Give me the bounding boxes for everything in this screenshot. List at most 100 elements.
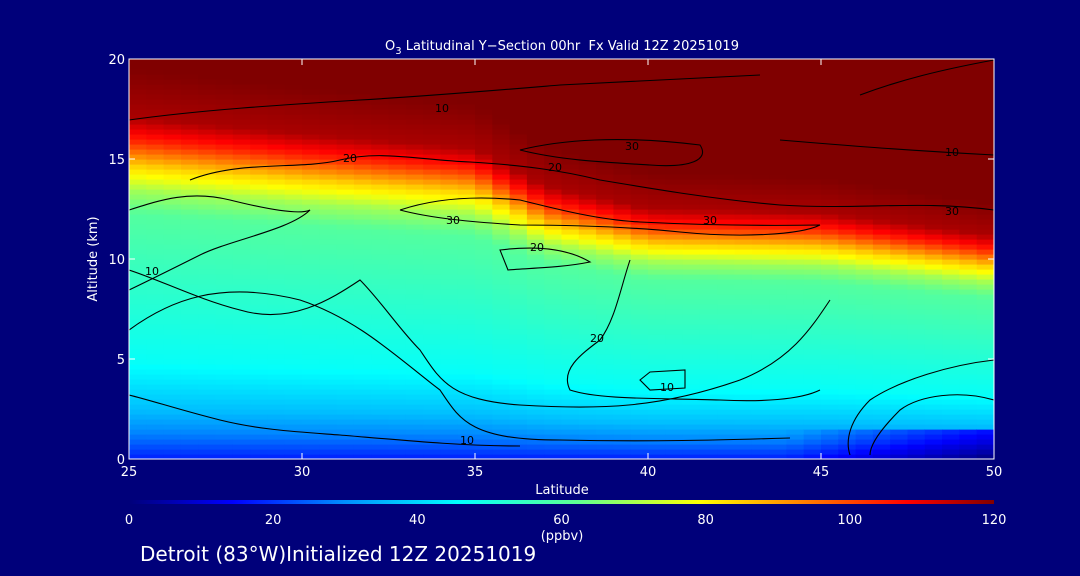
heatmap-cell xyxy=(284,359,303,365)
heatmap-cell xyxy=(509,334,528,340)
heatmap-cell xyxy=(613,159,632,165)
heatmap-cell xyxy=(959,74,978,80)
heatmap-cell xyxy=(872,354,891,360)
heatmap-cell xyxy=(198,169,217,175)
heatmap-cell xyxy=(302,129,320,135)
heatmap-cell xyxy=(942,289,960,295)
heatmap-cell xyxy=(613,169,632,175)
heatmap-cell xyxy=(561,279,580,285)
heatmap-cell xyxy=(423,394,441,400)
heatmap-cell xyxy=(821,259,839,265)
heatmap-cell xyxy=(613,319,632,325)
heatmap-cell xyxy=(907,139,926,145)
heatmap-cell xyxy=(630,84,649,90)
heatmap-cell xyxy=(734,89,753,95)
heatmap-cell xyxy=(821,149,839,155)
heatmap-cell xyxy=(319,399,338,405)
heatmap-cell xyxy=(769,69,787,75)
heatmap-cell xyxy=(838,64,857,70)
heatmap-cell xyxy=(838,329,857,335)
heatmap-cell xyxy=(751,319,770,325)
heatmap-cell xyxy=(180,179,199,185)
heatmap-cell xyxy=(215,314,234,320)
heatmap-cell xyxy=(699,384,718,390)
heatmap-cell xyxy=(267,194,286,200)
heatmap-cell xyxy=(648,309,666,315)
heatmap-cell xyxy=(890,74,909,80)
heatmap-cell xyxy=(838,384,857,390)
heatmap-cell xyxy=(509,229,528,235)
heatmap-cell xyxy=(578,199,597,205)
heatmap-cell xyxy=(855,379,874,385)
heatmap-cell xyxy=(129,79,147,85)
heatmap-cell xyxy=(821,89,839,95)
heatmap-cell xyxy=(734,219,753,225)
heatmap-cell xyxy=(751,269,770,275)
heatmap-cell xyxy=(786,119,805,125)
heatmap-cell xyxy=(976,209,994,215)
heatmap-cell xyxy=(475,404,493,410)
heatmap-cell xyxy=(855,434,874,440)
heatmap-cell xyxy=(821,399,839,405)
heatmap-cell xyxy=(267,159,286,165)
heatmap-cell xyxy=(821,424,839,430)
heatmap-cell xyxy=(803,184,822,190)
heatmap-cell xyxy=(959,419,978,425)
heatmap-cell xyxy=(630,324,649,330)
heatmap-cell xyxy=(440,364,459,370)
heatmap-cell xyxy=(648,74,666,80)
heatmap-cell xyxy=(215,449,234,455)
heatmap-cell xyxy=(146,179,165,185)
heatmap-cell xyxy=(648,244,666,250)
heatmap-cell xyxy=(769,314,787,320)
heatmap-cell xyxy=(959,264,978,270)
heatmap-cell xyxy=(232,399,251,405)
heatmap-cell xyxy=(855,109,874,115)
heatmap-cell xyxy=(284,269,303,275)
heatmap-cell xyxy=(284,319,303,325)
heatmap-cell xyxy=(423,129,441,135)
heatmap-cell xyxy=(440,134,459,140)
heatmap-cell xyxy=(302,194,320,200)
heatmap-cell xyxy=(976,389,994,395)
heatmap-cell xyxy=(163,139,182,145)
heatmap-cell xyxy=(284,344,303,350)
heatmap-cell xyxy=(232,154,251,160)
heatmap-cell xyxy=(821,394,839,400)
heatmap-cell xyxy=(959,424,978,430)
heatmap-cell xyxy=(976,74,994,80)
heatmap-cell xyxy=(924,429,943,435)
heatmap-cell xyxy=(976,189,994,195)
heatmap-cell xyxy=(786,354,805,360)
heatmap-cell xyxy=(838,134,857,140)
heatmap-cell xyxy=(699,114,718,120)
heatmap-cell xyxy=(371,184,390,190)
heatmap-cell xyxy=(250,84,268,90)
heatmap-cell xyxy=(578,349,597,355)
heatmap-cell xyxy=(302,114,320,120)
heatmap-cell xyxy=(734,289,753,295)
heatmap-cell xyxy=(734,214,753,220)
heatmap-cell xyxy=(146,284,165,290)
heatmap-cell xyxy=(699,149,718,155)
heatmap-cell xyxy=(648,274,666,280)
heatmap-cell xyxy=(544,374,563,380)
heatmap-cell xyxy=(544,369,563,375)
heatmap-cell xyxy=(457,304,476,310)
heatmap-cell xyxy=(163,109,182,115)
heatmap-cell xyxy=(786,309,805,315)
heatmap-cell xyxy=(907,164,926,170)
heatmap-cell xyxy=(942,124,960,130)
heatmap-cell xyxy=(180,194,199,200)
heatmap-cell xyxy=(371,334,390,340)
heatmap-cell xyxy=(526,254,545,260)
heatmap-cell xyxy=(872,264,891,270)
heatmap-cell xyxy=(734,59,753,65)
heatmap-cell xyxy=(786,449,805,455)
heatmap-cell xyxy=(786,294,805,300)
heatmap-cell xyxy=(924,334,943,340)
heatmap-cell xyxy=(509,149,528,155)
heatmap-cell xyxy=(267,179,286,185)
heatmap-cell xyxy=(717,244,736,250)
heatmap-cell xyxy=(423,174,441,180)
